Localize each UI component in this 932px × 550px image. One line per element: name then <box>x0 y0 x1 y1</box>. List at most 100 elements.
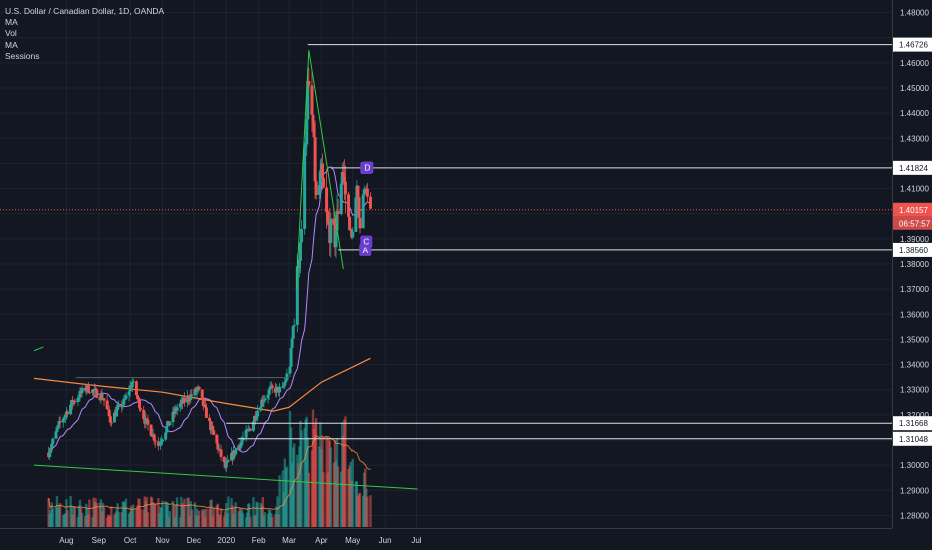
candle <box>105 394 109 410</box>
volume-bar <box>80 512 84 527</box>
candle-body <box>342 176 346 182</box>
candle <box>274 384 278 398</box>
candle-body <box>240 440 244 443</box>
candle-body <box>251 421 255 431</box>
candle <box>356 185 360 199</box>
candle <box>348 214 352 231</box>
candle-body <box>267 389 271 395</box>
volume-bar <box>102 507 106 527</box>
candle <box>358 214 362 234</box>
volume-bar <box>210 499 213 527</box>
candle <box>216 442 220 454</box>
candle-body <box>310 85 314 115</box>
time-tick-label: Aug <box>59 536 73 545</box>
candle-body <box>171 411 175 423</box>
level-price-tag: 1.31048 <box>893 431 932 446</box>
candle-body <box>142 409 146 420</box>
candle <box>263 395 267 403</box>
legend-symbol[interactable]: U.S. Dollar / Canadian Dollar, 1D, OANDA <box>5 6 165 16</box>
candle-body <box>325 187 329 213</box>
candle <box>58 415 62 428</box>
volume-bar <box>241 513 245 527</box>
price-tick-label: 1.43000 <box>900 134 929 143</box>
level-price-tag-bg <box>893 160 932 175</box>
candle <box>116 401 120 417</box>
candle-body <box>86 384 90 393</box>
candle-body <box>55 428 59 432</box>
candle-body <box>300 228 304 243</box>
volume-bar <box>219 508 223 527</box>
time-tick-label: Dec <box>187 536 201 545</box>
candle <box>102 398 106 407</box>
candle-body <box>145 418 149 420</box>
candle <box>300 220 304 245</box>
candle-body <box>347 194 351 217</box>
candle <box>175 403 179 416</box>
candle-body <box>200 389 204 399</box>
time-tick-label: Nov <box>155 536 169 545</box>
pattern-point-label: C <box>363 238 369 247</box>
candle-body <box>307 80 311 86</box>
candle-body <box>156 441 160 446</box>
price-tick-label: 1.39000 <box>900 235 929 244</box>
candle-body <box>105 400 109 409</box>
last-price-tag-bg <box>893 202 932 217</box>
level-price-tag-bg <box>893 416 932 431</box>
candle-body <box>348 216 352 231</box>
volume-bar <box>307 472 311 527</box>
candle-body <box>87 392 91 394</box>
volume-bar <box>58 503 62 527</box>
volume-bar <box>88 499 91 527</box>
level-price-tag-text: 1.41824 <box>899 164 928 173</box>
candle-body <box>321 177 325 188</box>
price-tick-label: 1.34000 <box>900 361 929 370</box>
candle-body <box>295 266 299 325</box>
candle <box>164 432 168 442</box>
candle-body <box>317 185 321 195</box>
candle <box>195 388 199 398</box>
volume-bar <box>110 506 113 527</box>
candle-body <box>339 183 343 215</box>
legend-indicator-ma[interactable]: MA <box>5 17 18 28</box>
volume-bar <box>329 447 332 527</box>
volume-bar <box>124 498 128 527</box>
level-price-tag-bg <box>893 431 932 446</box>
candle-body <box>78 391 82 398</box>
candle-body <box>204 407 208 418</box>
candle <box>65 409 69 418</box>
candle <box>173 404 177 418</box>
candle-body <box>178 403 182 408</box>
candle <box>87 386 91 395</box>
candle <box>204 403 208 418</box>
trendline-left-stub <box>33 346 44 352</box>
pattern-point-c: C <box>360 235 373 248</box>
candle <box>283 377 287 389</box>
legend-indicator-sessions[interactable]: Sessions <box>5 50 40 61</box>
candle-body <box>100 393 104 399</box>
candle-body <box>282 385 286 387</box>
candle-body <box>365 188 369 197</box>
ma-long-line <box>33 357 371 412</box>
time-tick-label: 2020 <box>217 536 235 545</box>
candle <box>339 177 343 216</box>
legend-indicator-vol[interactable]: Vol <box>5 28 17 39</box>
candle-body <box>56 424 60 429</box>
volume-bar <box>314 418 318 527</box>
candle-body <box>256 410 260 417</box>
legend-indicator-ma-2[interactable]: MA <box>5 39 18 50</box>
volume-bar <box>197 510 201 527</box>
candle-body <box>69 404 73 415</box>
level-price-tag-text: 1.31048 <box>899 435 928 444</box>
candle-body <box>201 398 205 407</box>
candles <box>47 65 372 473</box>
volume-bar <box>117 512 120 527</box>
candle-body <box>225 460 229 463</box>
candle-body <box>212 430 216 435</box>
candle-body <box>124 395 128 399</box>
candle <box>365 182 369 203</box>
volume-bar <box>183 498 186 527</box>
time-tick-label: Feb <box>252 536 266 545</box>
price-tick-label: 1.36000 <box>900 310 929 319</box>
